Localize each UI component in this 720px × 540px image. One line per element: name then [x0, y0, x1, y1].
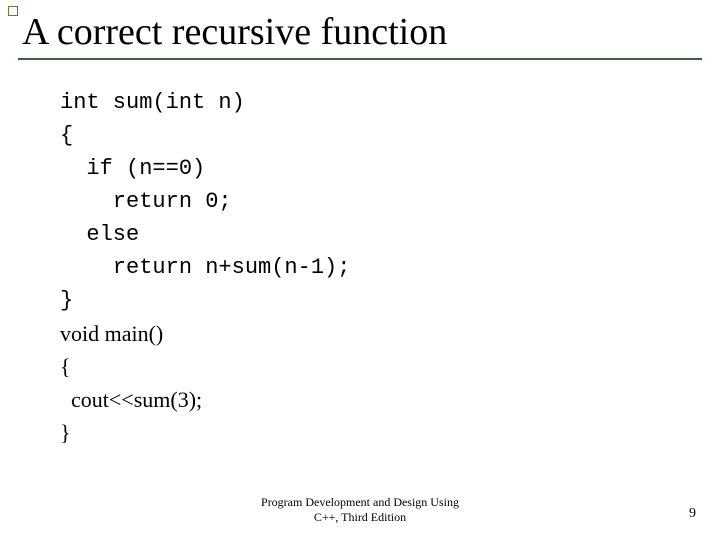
code-line: if (n==0)	[60, 152, 350, 185]
code-line: cout<<sum(3);	[60, 383, 350, 416]
code-line: }	[60, 284, 350, 317]
code-line: {	[60, 119, 350, 152]
code-line: void main()	[60, 317, 350, 350]
code-line: else	[60, 218, 350, 251]
code-line: return 0;	[60, 185, 350, 218]
code-line: return n+sum(n-1);	[60, 251, 350, 284]
accent-square	[8, 6, 18, 16]
slide-title: A correct recursive function	[18, 10, 702, 58]
code-line: int sum(int n)	[60, 86, 350, 119]
title-underline	[18, 58, 702, 60]
title-area: A correct recursive function	[18, 10, 702, 60]
code-block: int sum(int n){ if (n==0) return 0; else…	[60, 86, 350, 449]
footer-line-2: C++, Third Edition	[0, 510, 720, 524]
page-number: 9	[689, 506, 696, 522]
footer-line-1: Program Development and Design Using	[0, 495, 720, 509]
footer-text: Program Development and Design Using C++…	[0, 495, 720, 524]
code-line: {	[60, 350, 350, 383]
code-line: }	[60, 416, 350, 449]
